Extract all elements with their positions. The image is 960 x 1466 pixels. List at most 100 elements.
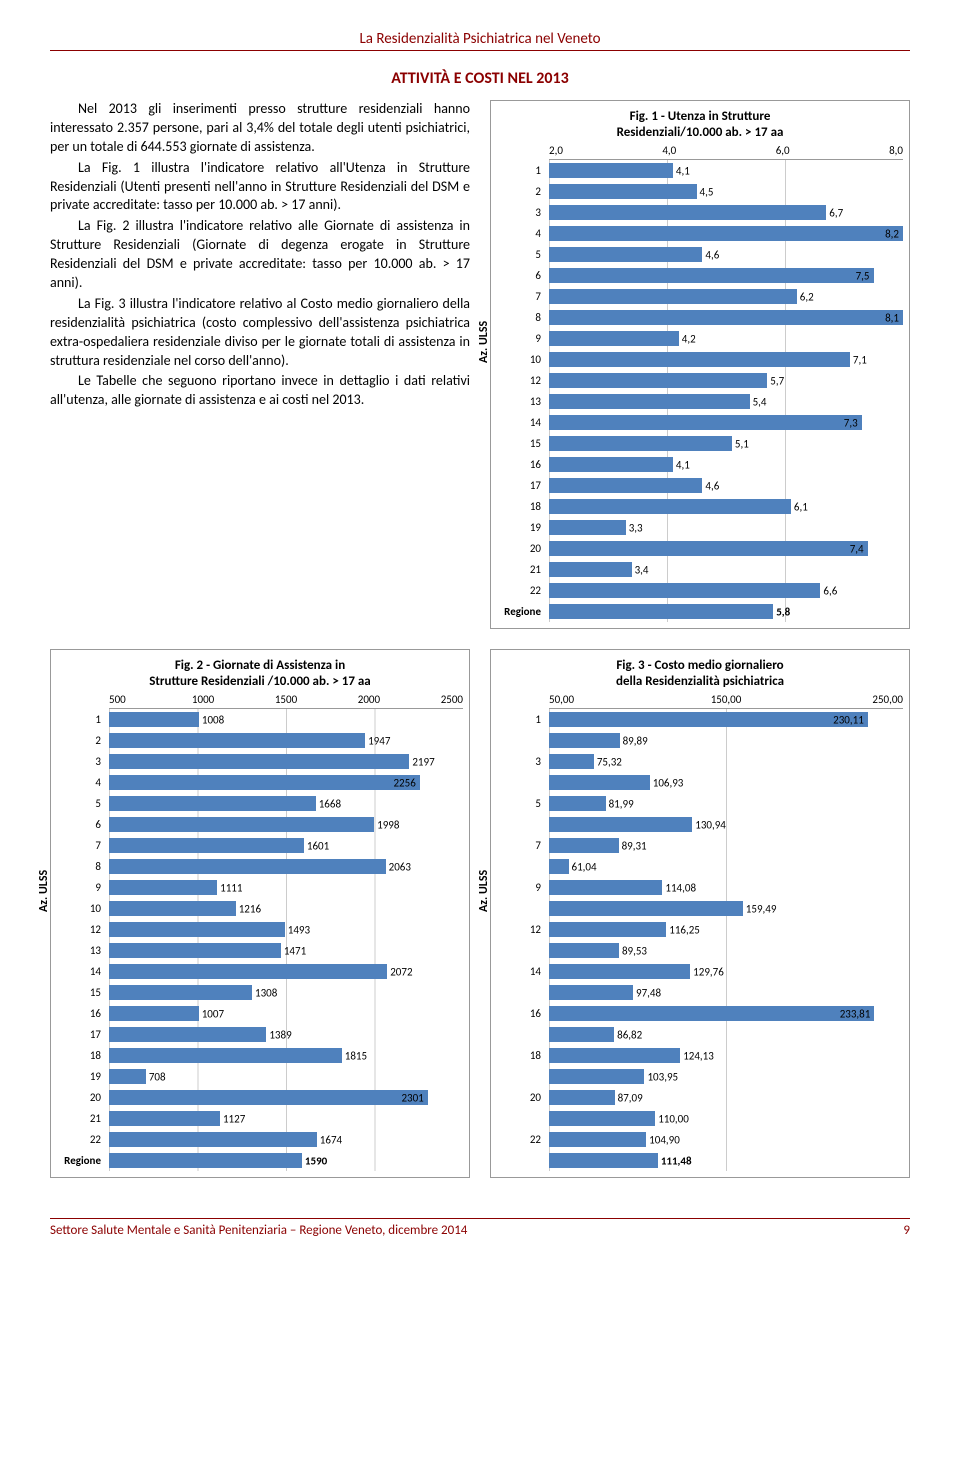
- bar: 7,1: [549, 352, 850, 367]
- bar-label: 1: [497, 713, 545, 726]
- bar-label: 4: [497, 227, 545, 240]
- bar-value: 4,6: [702, 248, 719, 261]
- bar-value: 104,90: [646, 1133, 680, 1146]
- header-title: La Residenzialità Psichiatrica nel Venet…: [50, 30, 910, 51]
- bar-label: 14: [497, 965, 545, 978]
- bar-row: 125,7: [549, 370, 903, 391]
- bar-value: 111,48: [658, 1154, 692, 1167]
- bar-row: 581,99: [549, 793, 903, 814]
- bar: 89,53: [549, 943, 619, 958]
- bar: 2072: [109, 964, 387, 979]
- bar-row: 88,1: [549, 307, 903, 328]
- bar-label: 15: [497, 437, 545, 450]
- bar: 129,76: [549, 964, 690, 979]
- bar-label: 7: [497, 839, 545, 852]
- bar-row: 211127: [109, 1108, 463, 1129]
- bar-label: 20: [497, 1091, 545, 1104]
- bar-row: 16233,81: [549, 1003, 903, 1024]
- bar-row: 186,1: [549, 496, 903, 517]
- bar-label: 22: [497, 584, 545, 597]
- bar: 110,00: [549, 1111, 655, 1126]
- bar-row: 12116,25: [549, 919, 903, 940]
- fig3-chart: Fig. 3 - Costo medio giornaliero della R…: [490, 649, 910, 1178]
- bar-row: 54,6: [549, 244, 903, 265]
- bar-label: 20: [57, 1091, 105, 1104]
- bar: 97,48: [549, 985, 633, 1000]
- prose-p4: La Fig. 3 illustra l'indicatore relativo…: [50, 295, 470, 371]
- bar: 1111: [109, 880, 217, 895]
- bar-value: 6,2: [797, 290, 814, 303]
- bar-label: 22: [57, 1133, 105, 1146]
- bar-row: 94,2: [549, 328, 903, 349]
- bar-label: 17: [57, 1028, 105, 1041]
- bar-row: 111,48: [549, 1150, 903, 1171]
- bar: 7,5: [549, 268, 874, 283]
- bar-label: 2: [497, 185, 545, 198]
- bar-row: 19708: [109, 1066, 463, 1087]
- bar: 1815: [109, 1048, 342, 1063]
- bar-value: 708: [146, 1070, 166, 1083]
- prose-p3: La Fig. 2 illustra l'indicatore relativo…: [50, 217, 470, 293]
- bar: 75,32: [549, 754, 594, 769]
- bar-row: 193,3: [549, 517, 903, 538]
- bar-value: 61,04: [569, 860, 597, 873]
- bar: 89,31: [549, 838, 619, 853]
- bar-label: 13: [497, 395, 545, 408]
- bar: 4,5: [549, 184, 697, 199]
- bar: 2197: [109, 754, 409, 769]
- bar: 8,1: [549, 310, 903, 325]
- bar-row: 48,2: [549, 223, 903, 244]
- bar-value: 4,1: [673, 458, 690, 471]
- bar-label: 3: [57, 755, 105, 768]
- bar-row: 147,3: [549, 412, 903, 433]
- bar: 3,4: [549, 562, 632, 577]
- bar-value: 159,49: [743, 902, 777, 915]
- fig1-title-l2: Residenziali/10.000 ab. > 17 aa: [617, 125, 784, 140]
- bar-value: 86,82: [614, 1028, 642, 1041]
- bar-value: 1815: [342, 1049, 367, 1062]
- bar-value: 87,09: [615, 1091, 643, 1104]
- bar: 1674: [109, 1132, 317, 1147]
- bar: 230,11: [549, 712, 868, 727]
- bar-value: 2256: [393, 776, 415, 789]
- bar: 4,1: [549, 457, 673, 472]
- bar-row: 121493: [109, 919, 463, 940]
- bar: 61,04: [549, 859, 569, 874]
- bar: 6,1: [549, 499, 791, 514]
- bar-row: 86,82: [549, 1024, 903, 1045]
- bar-row: 71601: [109, 835, 463, 856]
- bar-label: 13: [57, 944, 105, 957]
- bar-value: 1008: [199, 713, 224, 726]
- bar-value: 4,1: [673, 164, 690, 177]
- bar: 106,93: [549, 775, 650, 790]
- bar-row: 42256: [109, 772, 463, 793]
- bar: 8,2: [549, 226, 903, 241]
- bar-label: 18: [497, 500, 545, 513]
- bar-row: 1230,11: [549, 709, 903, 730]
- bar: 1668: [109, 796, 316, 811]
- bar-label: 12: [57, 923, 105, 936]
- bar: 159,49: [549, 901, 743, 916]
- axis-tick: 50,00: [549, 693, 711, 706]
- bar-row: 130,94: [549, 814, 903, 835]
- bar-value: 4,2: [679, 332, 696, 345]
- bar-value: 7,3: [844, 416, 858, 429]
- bar-label: 7: [497, 290, 545, 303]
- bar-label: 17: [497, 479, 545, 492]
- bar-row: 67,5: [549, 265, 903, 286]
- bar-row: 106,93: [549, 772, 903, 793]
- axis-tick: 150,00: [711, 693, 873, 706]
- bar-value: 124,13: [680, 1049, 714, 1062]
- bar-label: 5: [57, 797, 105, 810]
- bar-value: 103,95: [644, 1070, 678, 1083]
- bar: 2301: [109, 1090, 428, 1105]
- bar-label: 19: [497, 521, 545, 534]
- bar-value: 89,53: [619, 944, 647, 957]
- bar-row: 2087,09: [549, 1087, 903, 1108]
- bar-row: 11008: [109, 709, 463, 730]
- bar-value: 8,2: [885, 227, 899, 240]
- footer-right: 9: [903, 1223, 910, 1238]
- bar-row: 103,95: [549, 1066, 903, 1087]
- axis-tick: 8,0: [889, 144, 903, 157]
- bar-label: 19: [57, 1070, 105, 1083]
